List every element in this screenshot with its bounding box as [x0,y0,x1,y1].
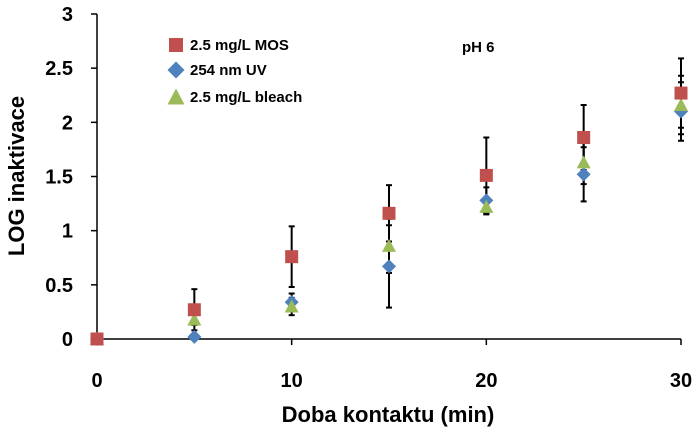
y-tick-label: 0 [62,329,73,351]
x-tick-label: 0 [91,370,102,392]
x-tick-label: 20 [475,370,497,392]
triangle-point [479,199,494,213]
axes [91,13,682,345]
annotation-ph: pH 6 [462,39,495,56]
square-point [674,86,688,100]
legend-triangle-marker [167,88,185,105]
x-tick-label: 10 [281,370,303,392]
legend: 2.5 mg/L MOS 254 nm UV 2.5 mg/L bleach [167,37,302,106]
legend-label: 2.5 mg/L bleach [190,89,302,106]
diamond-point [382,259,396,274]
y-tick-label: 3 [62,4,73,26]
legend-label: 2.5 mg/L MOS [190,37,289,54]
square-point [187,303,201,317]
y-axis-title: LOG inaktivace [4,96,29,256]
triangle-point [187,312,202,326]
x-tick-label: 30 [670,370,692,392]
legend-diamond-marker [167,61,185,79]
square-point [577,131,591,144]
y-tick-label: 1 [62,221,73,243]
y-tick-label: 1.5 [45,167,73,189]
tick-labels: 00.511.522.530 10 20 30 [45,4,692,392]
triangle-point [576,155,591,169]
diamond-point [576,167,591,182]
y-tick-label: 2.5 [45,58,73,80]
triangle-point [382,238,396,252]
legend-square-marker [169,38,183,52]
square-point [90,332,104,346]
square-point [382,206,396,220]
x-axis-title: Doba kontaktu (min) [282,402,495,427]
y-tick-label: 0.5 [45,275,73,297]
triangle-point [674,98,688,111]
data-points [90,86,688,346]
diamond-point [187,329,202,344]
legend-label: 254 nm UV [190,62,267,79]
square-point [479,168,493,182]
y-tick-label: 2 [62,112,73,134]
triangle-point [284,299,299,313]
square-point [285,250,299,264]
